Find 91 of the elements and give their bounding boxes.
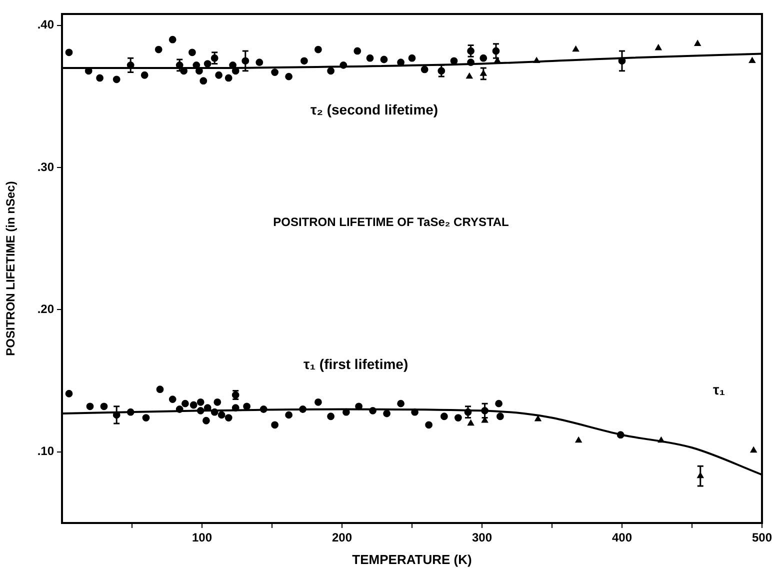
- annotation: τ₁: [712, 382, 726, 398]
- x-tick-label: 300: [472, 530, 492, 545]
- point: [214, 398, 222, 406]
- point: [468, 420, 474, 426]
- annotation: τ₁ (first lifetime): [303, 356, 408, 372]
- point: [369, 406, 376, 414]
- point: [494, 57, 501, 64]
- point: [440, 412, 448, 420]
- point: [100, 402, 108, 410]
- point: [204, 60, 212, 68]
- point: [354, 47, 362, 55]
- point: [142, 414, 150, 422]
- point: [748, 57, 756, 64]
- point: [256, 58, 264, 66]
- point: [314, 46, 322, 54]
- point: [327, 67, 334, 75]
- point: [86, 402, 94, 410]
- point: [210, 408, 218, 416]
- x-tick-label: 500: [752, 530, 772, 545]
- annotation: τ₂ (second lifetime): [310, 102, 438, 118]
- x-axis-title: TEMPERATURE (K): [352, 552, 472, 567]
- point: [190, 401, 198, 409]
- point: [466, 72, 473, 79]
- point: [572, 46, 580, 52]
- point: [425, 421, 432, 429]
- point: [196, 398, 204, 406]
- point: [168, 36, 176, 44]
- point: [467, 58, 474, 66]
- point: [182, 400, 189, 408]
- point: [355, 402, 362, 410]
- y-tick-label: .30: [37, 160, 54, 174]
- point: [454, 414, 462, 422]
- point: [534, 416, 542, 422]
- point: [65, 48, 73, 56]
- point: [271, 421, 278, 429]
- point: [655, 44, 662, 50]
- y-tick-label: .10: [37, 444, 54, 458]
- x-tick-label: 200: [332, 530, 352, 545]
- point: [495, 400, 502, 408]
- point: [658, 436, 664, 443]
- point: [616, 431, 624, 439]
- point: [480, 54, 488, 62]
- point: [380, 56, 388, 64]
- point: [694, 40, 701, 46]
- point: [750, 446, 757, 453]
- point: [450, 57, 458, 65]
- point: [200, 77, 208, 85]
- point: [112, 76, 120, 84]
- y-tick-label: .20: [37, 302, 54, 316]
- point: [271, 68, 278, 76]
- point: [260, 406, 268, 413]
- point: [300, 57, 308, 65]
- point: [196, 406, 204, 414]
- point: [314, 398, 322, 406]
- point: [342, 408, 350, 416]
- point: [156, 386, 164, 394]
- point: [224, 74, 232, 82]
- point: [140, 71, 148, 79]
- point: [408, 54, 416, 62]
- point: [202, 416, 210, 424]
- point: [411, 408, 418, 416]
- point: [243, 402, 250, 410]
- point: [218, 411, 226, 419]
- text: POSITRON LIFETIME OF TaSe₂ CRYSTAL: [273, 215, 509, 230]
- point: [327, 412, 334, 420]
- point: [126, 408, 134, 416]
- point: [366, 54, 374, 62]
- point: [96, 74, 104, 82]
- point: [496, 412, 504, 420]
- x-tick-label: 400: [612, 530, 632, 545]
- point: [188, 48, 196, 56]
- point: [154, 46, 162, 54]
- y-axis-title: POSITRON LIFETIME (in nSec): [4, 181, 18, 356]
- point: [168, 396, 176, 404]
- point: [533, 57, 540, 64]
- point: [420, 66, 428, 74]
- point: [397, 400, 404, 408]
- point: [575, 436, 582, 443]
- point: [65, 390, 73, 398]
- x-tick-label: 100: [192, 530, 212, 545]
- point: [383, 410, 390, 418]
- point: [285, 411, 292, 419]
- point: [340, 61, 348, 69]
- point: [229, 61, 236, 69]
- point: [285, 72, 292, 80]
- point: [232, 404, 240, 412]
- point: [299, 406, 306, 413]
- point: [215, 71, 222, 79]
- point: [224, 414, 232, 422]
- point: [176, 406, 184, 413]
- y-tick-label: .40: [37, 18, 54, 32]
